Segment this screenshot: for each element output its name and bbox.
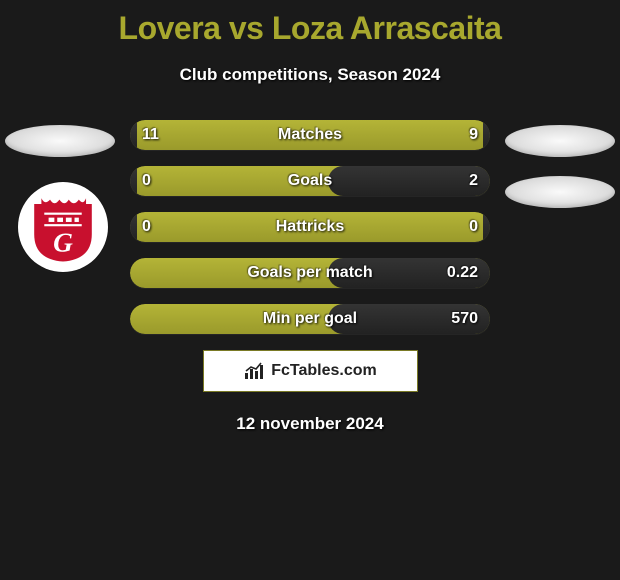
stat-bar-fill-right bbox=[328, 166, 490, 196]
stat-bar: 0 2 Goals bbox=[130, 166, 490, 196]
stat-value-right: 0 bbox=[469, 218, 478, 236]
player-right-photo-placeholder bbox=[505, 125, 615, 157]
stat-bar: 0.22 Goals per match bbox=[130, 258, 490, 288]
stat-bar: 0 0 Hattricks bbox=[130, 212, 490, 242]
stat-label: Matches bbox=[278, 126, 342, 144]
stat-value-right: 570 bbox=[451, 310, 478, 328]
subtitle: Club competitions, Season 2024 bbox=[0, 65, 620, 85]
stat-bar: 570 Min per goal bbox=[130, 304, 490, 334]
date-label: 12 november 2024 bbox=[0, 414, 620, 434]
stat-bar-fill-left bbox=[130, 120, 137, 150]
stat-bar: 11 9 Matches bbox=[130, 120, 490, 150]
stat-bar-fill-right bbox=[483, 120, 490, 150]
stat-label: Goals bbox=[288, 172, 332, 190]
stat-value-left: 0 bbox=[142, 218, 151, 236]
stat-label: Hattricks bbox=[276, 218, 344, 236]
stat-value-right: 2 bbox=[469, 172, 478, 190]
club-left-badge: G bbox=[18, 182, 108, 272]
stat-bar-fill-left bbox=[130, 166, 137, 196]
stat-bar-fill-left bbox=[130, 212, 137, 242]
stat-bar-fill-right bbox=[483, 212, 490, 242]
comparison-container: G 11 9 Matches 0 2 Goals 0 0 Hattricks 0.22 Goals … bbox=[0, 120, 620, 334]
club-right-photo-placeholder bbox=[505, 176, 615, 208]
brand-chart-icon bbox=[243, 361, 267, 381]
stat-value-left: 0 bbox=[142, 172, 151, 190]
club-crest-letter: G bbox=[53, 227, 73, 257]
stat-bars: 11 9 Matches 0 2 Goals 0 0 Hattricks 0.22 Goals pe… bbox=[130, 120, 490, 334]
stat-label: Goals per match bbox=[247, 264, 372, 282]
stat-value-right: 9 bbox=[469, 126, 478, 144]
page-title: Lovera vs Loza Arrascaita bbox=[0, 0, 620, 47]
stat-value-right: 0.22 bbox=[447, 264, 478, 282]
stat-value-left: 11 bbox=[142, 126, 159, 144]
player-left-photo-placeholder bbox=[5, 125, 115, 157]
brand-box[interactable]: FcTables.com bbox=[203, 350, 418, 392]
club-crest-icon: G bbox=[27, 191, 99, 263]
brand-label: FcTables.com bbox=[271, 362, 377, 380]
stat-label: Min per goal bbox=[263, 310, 357, 328]
